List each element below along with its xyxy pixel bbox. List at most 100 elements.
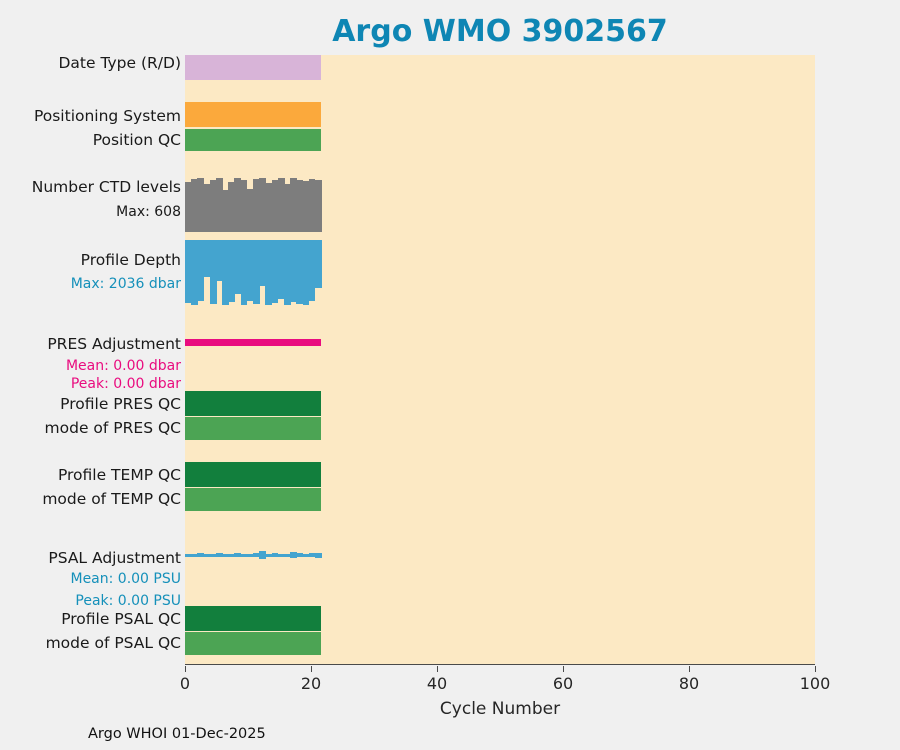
line-segment — [290, 552, 297, 558]
line-segment — [259, 551, 266, 559]
x-tick-mark — [563, 666, 564, 672]
bar-segment — [209, 240, 217, 304]
bar-segment — [215, 240, 223, 281]
row-label-date-type: Date Type (R/D) — [58, 54, 181, 72]
row-label-mode-pres-qc: mode of PRES QC — [44, 419, 181, 437]
line-segment — [234, 553, 242, 557]
row-annotation-pres-adjustment-1: Peak: 0.00 dbar — [70, 376, 181, 392]
line-segment — [265, 553, 273, 557]
bar-segment — [234, 178, 242, 232]
bar-segment — [191, 179, 198, 232]
bar-segment — [253, 179, 260, 232]
line-segment — [296, 553, 304, 557]
bar-segment — [240, 240, 248, 305]
row-labels-column: Date Type (R/D) Positioning System Positio… — [0, 0, 181, 750]
bar-segment — [228, 182, 236, 232]
bar-segment — [265, 240, 273, 305]
bar-segment — [308, 179, 316, 232]
row-label-ctd-levels: Number CTD levels — [31, 178, 181, 196]
bar-segment — [222, 240, 229, 305]
bar-segment — [209, 180, 217, 232]
row-label-positioning-system: Positioning System — [33, 107, 181, 125]
x-tick-label: 80 — [678, 674, 700, 693]
bar-segment — [215, 178, 223, 232]
x-tick-mark — [311, 666, 312, 672]
row-label-profile-pres-qc: Profile PRES QC — [60, 395, 181, 413]
bar-ctd-levels — [185, 178, 322, 232]
bar-segment — [296, 240, 304, 304]
bar-pres-adjustment — [185, 339, 322, 346]
bar-position-qc — [185, 129, 322, 151]
bar-segment — [277, 178, 285, 232]
x-tick-label: 0 — [179, 674, 191, 693]
line-segment — [253, 553, 260, 557]
row-label-mode-temp-qc: mode of TEMP QC — [42, 490, 181, 508]
bar-mode-psal-qc — [185, 632, 322, 655]
row-label-psal-adjustment: PSAL Adjustment — [48, 549, 181, 567]
bar-segment — [265, 183, 273, 232]
row-label-mode-psal-qc: mode of PSAL QC — [45, 634, 181, 652]
bar-date-type — [185, 55, 322, 80]
x-tick-label: 40 — [426, 674, 448, 693]
bar-mode-temp-qc — [185, 488, 322, 511]
row-annotation-ctd-levels-0: Max: 608 — [116, 204, 181, 220]
row-label-profile-psal-qc: Profile PSAL QC — [61, 610, 181, 628]
bar-segment — [253, 240, 260, 304]
bar-segment — [314, 180, 322, 232]
x-tick-mark — [689, 666, 690, 672]
line-segment — [308, 553, 316, 557]
line-segment — [240, 553, 248, 557]
row-label-pres-adjustment: PRES Adjustment — [47, 335, 181, 353]
bar-segment — [296, 180, 304, 232]
line-segment — [283, 553, 291, 557]
bar-segment — [277, 240, 285, 299]
bar-segment — [283, 184, 291, 232]
bar-mode-pres-qc — [185, 417, 322, 440]
x-tick-label: 100 — [799, 674, 831, 693]
line-segment — [185, 553, 192, 557]
line-segment — [197, 553, 205, 557]
bar-segment — [191, 240, 198, 305]
line-segment — [302, 553, 310, 557]
x-axis-label: Cycle Number — [439, 699, 561, 719]
line-segment — [314, 552, 322, 558]
row-annotation-pres-adjustment-0: Mean: 0.00 dbar — [65, 358, 181, 374]
row-label-profile-depth: Profile Depth — [80, 251, 181, 269]
bar-segment — [240, 180, 248, 232]
bar-segment — [283, 240, 291, 305]
bar-segment — [203, 240, 211, 277]
row-label-position-qc: Position QC — [92, 131, 181, 149]
bar-positioning-system — [185, 102, 322, 127]
x-tick-label: 60 — [552, 674, 574, 693]
figure-title: Argo WMO 3902567 — [332, 14, 668, 49]
row-annotation-profile-depth-0: Max: 2036 dbar — [70, 276, 181, 292]
bar-segment — [234, 240, 242, 294]
bar-segment — [259, 178, 266, 232]
bar-segment — [185, 182, 192, 232]
bar-profile-pres-qc — [185, 391, 322, 416]
line-segment — [209, 553, 217, 557]
line-segment — [277, 553, 285, 557]
bar-segment — [246, 240, 254, 301]
bar-segment — [302, 240, 310, 305]
plot-area — [185, 55, 815, 665]
bar-segment — [314, 240, 322, 288]
bar-segment — [203, 184, 211, 232]
line-segment — [191, 553, 198, 557]
bar-segment — [246, 189, 254, 232]
bar-segment — [222, 190, 229, 232]
bar-segment — [228, 240, 236, 302]
row-label-profile-temp-qc: Profile TEMP QC — [57, 466, 181, 484]
bar-segment — [308, 240, 316, 301]
bar-segment — [271, 240, 279, 303]
bar-segment — [197, 178, 205, 232]
bar-segment — [197, 240, 205, 301]
bar-segment — [290, 178, 297, 232]
bar-segment — [290, 240, 297, 302]
line-segment — [203, 553, 211, 557]
line-segment — [228, 553, 236, 557]
line-segment — [215, 553, 223, 557]
x-tick-mark — [815, 666, 816, 672]
bar-profile-depth — [185, 240, 322, 305]
line-segment — [246, 553, 254, 557]
